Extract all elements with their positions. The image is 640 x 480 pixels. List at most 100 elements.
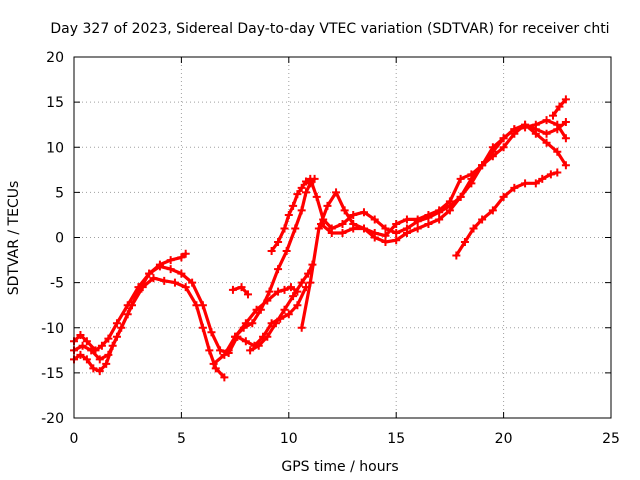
data-point-marker: [349, 224, 358, 233]
data-point-marker: [95, 355, 104, 364]
data-point-marker: [97, 341, 106, 350]
data-point-marker: [555, 102, 564, 111]
data-point-marker: [499, 192, 508, 201]
series-trace-8: [270, 120, 568, 253]
data-point-marker: [78, 341, 87, 350]
data-point-marker: [521, 120, 530, 129]
data-point-marker: [467, 170, 476, 179]
data-point-marker: [467, 179, 476, 188]
data-point-marker: [293, 301, 302, 310]
data-point-marker: [478, 161, 487, 170]
data-point-marker: [95, 367, 104, 376]
y-tick-label: -20: [41, 411, 64, 427]
series-trace-2: [72, 264, 239, 361]
data-point-marker: [435, 215, 444, 224]
data-point-marker: [198, 301, 207, 310]
data-point-marker: [456, 192, 465, 201]
data-point-marker: [402, 228, 411, 237]
data-point-marker: [561, 117, 570, 126]
data-point-marker: [209, 359, 218, 368]
data-point-marker: [561, 95, 570, 104]
data-point-marker: [231, 332, 240, 341]
data-point-marker: [286, 283, 295, 292]
data-point-marker: [445, 197, 454, 206]
x-tick-label: 0: [70, 431, 79, 447]
data-point-marker: [198, 323, 207, 332]
x-tick-label: 15: [387, 431, 405, 447]
data-point-marker: [123, 310, 132, 319]
data-point-marker: [521, 179, 530, 188]
data-point-marker: [327, 228, 336, 237]
data-point-marker: [538, 174, 547, 183]
data-point-marker: [553, 147, 562, 156]
data-point-marker: [280, 305, 289, 314]
data-point-marker: [531, 179, 540, 188]
data-point-marker: [282, 247, 291, 256]
y-tick-label: -15: [41, 366, 64, 382]
data-point-marker: [280, 285, 289, 294]
data-point-marker: [301, 177, 310, 186]
y-tick-label: 20: [46, 50, 64, 66]
data-point-marker: [289, 292, 298, 301]
data-point-marker: [488, 152, 497, 161]
y-tick-label: 15: [46, 95, 64, 111]
data-point-marker: [370, 228, 379, 237]
data-point-marker: [170, 278, 179, 287]
x-tick-labels: 0 5 10 15 20 25: [70, 431, 620, 447]
data-point-marker: [274, 287, 283, 296]
data-point-marker: [89, 364, 98, 373]
data-point-marker: [392, 236, 401, 245]
data-point-marker: [460, 238, 469, 247]
data-point-marker: [549, 111, 558, 120]
data-point-marker: [87, 346, 96, 355]
data-point-marker: [254, 341, 263, 350]
data-point-marker: [271, 319, 280, 328]
series-trace-5: [233, 177, 317, 339]
data-point-marker: [76, 330, 85, 339]
data-point-marker: [488, 143, 497, 152]
data-point-marker: [248, 319, 257, 328]
data-point-marker: [392, 228, 401, 237]
data-point-marker: [499, 134, 508, 143]
data-point-marker: [263, 332, 272, 341]
data-point-marker: [291, 224, 300, 233]
y-tick-label: -5: [50, 276, 64, 292]
data-point-marker: [338, 219, 347, 228]
x-tick-label: 25: [602, 431, 620, 447]
data-point-marker: [297, 278, 306, 287]
data-point-marker: [488, 206, 497, 215]
data-point-marker: [553, 168, 562, 177]
series-trace-4: [227, 285, 308, 352]
data-point-marker: [359, 208, 368, 217]
data-point-marker: [160, 276, 169, 285]
data-point-marker: [267, 247, 276, 256]
data-point-marker: [265, 287, 274, 296]
data-point-marker: [181, 283, 190, 292]
data-point-marker: [424, 210, 433, 219]
data-point-marker: [274, 265, 283, 274]
data-point-marker: [241, 337, 250, 346]
data-point-marker: [112, 319, 121, 328]
data-point-marker: [284, 210, 293, 219]
data-point-marker: [542, 138, 551, 147]
grid: [74, 57, 611, 418]
data-point-marker: [177, 253, 186, 262]
data-point-marker: [239, 323, 248, 332]
data-point-marker: [76, 350, 85, 359]
y-tick-label: 0: [55, 231, 64, 247]
data-point-marker: [211, 364, 220, 373]
data-point-marker: [542, 129, 551, 138]
data-point-marker: [297, 323, 306, 332]
data-point-marker: [102, 359, 111, 368]
data-point-marker: [510, 183, 519, 192]
data-point-marker: [413, 215, 422, 224]
y-tick-labels: -20 -15 -10 -5 0 5 10 15 20: [41, 50, 64, 427]
data-point-marker: [542, 116, 551, 125]
y-tick-label: -10: [41, 321, 64, 337]
data-point-marker: [349, 210, 358, 219]
data-point-marker: [297, 183, 306, 192]
chart-title: Day 327 of 2023, Sidereal Day-to-day VTE…: [50, 21, 609, 37]
data-point-marker: [469, 224, 478, 233]
data-point-marker: [256, 305, 265, 314]
data-point-marker: [293, 190, 302, 199]
